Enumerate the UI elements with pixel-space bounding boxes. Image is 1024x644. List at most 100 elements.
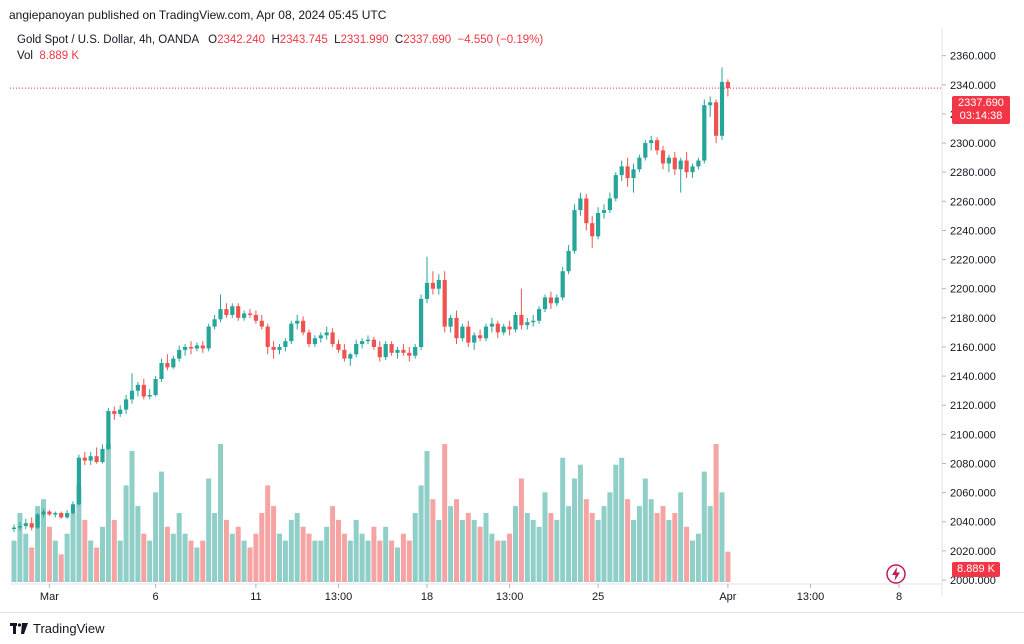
- candle-body: [82, 457, 87, 461]
- candle-body: [330, 332, 335, 345]
- price-tick-label: 2020.000: [950, 546, 996, 558]
- volume-bar: [719, 492, 725, 582]
- volume-bar: [583, 499, 589, 582]
- last-price-value: 2337.690: [958, 97, 1004, 109]
- price-tick-label: 2240.000: [950, 225, 996, 237]
- volume-bar: [312, 540, 318, 582]
- volume-bar: [294, 513, 300, 582]
- price-tick-label: 2260.000: [950, 196, 996, 208]
- volume-bar: [507, 533, 513, 582]
- candle-body: [625, 166, 630, 179]
- candle-body: [224, 309, 229, 315]
- volume-bar: [153, 492, 159, 582]
- candle-body: [643, 143, 648, 158]
- candle-body: [395, 349, 400, 353]
- symbol-name: Gold Spot / U.S. Dollar, 4h, OANDA: [17, 34, 199, 46]
- price-chart[interactable]: 2000.000 2020.000 2040.000 2060.000 2080.000…: [0, 28, 1024, 612]
- candle-body: [696, 160, 701, 167]
- volume-bar: [625, 499, 631, 582]
- volume-bar: [471, 519, 477, 582]
- close-value: 2337.690: [403, 34, 452, 46]
- candle-body: [513, 314, 518, 330]
- volume-bar: [288, 519, 294, 582]
- candle-body: [719, 81, 725, 136]
- candle-body: [129, 390, 135, 400]
- candle-body: [360, 341, 365, 345]
- volume-bar: [353, 519, 359, 582]
- volume-bar: [695, 533, 701, 582]
- candle-body: [236, 306, 241, 318]
- candle-body: [714, 102, 719, 136]
- tradingview-brand: TradingView: [33, 621, 105, 636]
- candle-body: [519, 314, 524, 326]
- volume-bar: [206, 478, 212, 582]
- volume-bar: [111, 519, 117, 582]
- volume-bar: [430, 499, 436, 582]
- candle-body: [548, 297, 553, 304]
- candle-body: [383, 344, 388, 358]
- volume-bar: [619, 457, 625, 582]
- time-tick-label: 11: [250, 591, 261, 603]
- legend-row-ohlc: Gold Spot / U.S. Dollar, 4h, OANDA O2342…: [17, 32, 543, 48]
- lightning-icon[interactable]: [885, 563, 907, 585]
- close-label: C: [394, 34, 404, 46]
- volume-bar: [542, 492, 548, 582]
- volume-bar: [123, 485, 129, 582]
- candle-body: [165, 362, 170, 368]
- candle-body: [342, 349, 347, 359]
- volume-bar: [318, 540, 324, 582]
- candle-body: [430, 282, 435, 289]
- volume-bar: [52, 540, 58, 582]
- volume-bar: [265, 485, 271, 582]
- volume-bar: [518, 478, 524, 582]
- footer: TradingView: [0, 612, 1024, 644]
- candle-body: [35, 514, 40, 528]
- volume-bar: [330, 506, 336, 582]
- candle-body: [17, 526, 22, 528]
- volume-bar: [17, 513, 23, 582]
- volume-bar: [678, 492, 684, 582]
- price-tick-label: 2280.000: [950, 167, 996, 179]
- candle-body: [23, 523, 28, 527]
- candle-body: [106, 411, 111, 449]
- top-bar: angiepanoyan published on TradingView.co…: [0, 0, 1024, 30]
- candle-body: [118, 409, 123, 414]
- volume-bar: [566, 506, 572, 582]
- candle-body: [171, 358, 176, 368]
- low-value: 2331.990: [340, 34, 389, 46]
- bar-countdown: 03:14:38: [959, 110, 1003, 122]
- volume-bar: [383, 526, 389, 582]
- candle-body: [419, 298, 424, 347]
- volume-bar: [271, 506, 277, 582]
- candle-body: [601, 210, 607, 213]
- volume-bar: [690, 540, 695, 582]
- publisher-line: angiepanoyan published on TradingView.co…: [9, 8, 387, 22]
- volume-bar: [536, 526, 542, 582]
- candle-body: [596, 212, 601, 237]
- volume-bar: [241, 540, 247, 582]
- candle-body: [631, 169, 636, 179]
- candle-body: [678, 160, 683, 170]
- volume-bar: [577, 464, 583, 582]
- candle-body: [666, 157, 671, 164]
- volume-bar: [666, 519, 672, 582]
- candle-body: [501, 326, 506, 333]
- open-value: 2342.240: [217, 34, 266, 46]
- candle-body: [377, 346, 382, 358]
- candle-body: [607, 198, 612, 211]
- time-tick-label: Mar: [40, 591, 59, 603]
- volume-bar: [412, 513, 418, 582]
- volume-bar: [725, 551, 731, 582]
- tradingview-logo[interactable]: TradingView: [10, 621, 105, 636]
- volume-bar: [347, 540, 353, 582]
- volume-bar: [713, 444, 719, 582]
- volume-bar: [82, 519, 88, 582]
- candle-body: [65, 513, 70, 518]
- volume-bar: [306, 533, 312, 582]
- volume-bar: [105, 444, 111, 582]
- volume-bar: [554, 519, 560, 582]
- candle-body: [159, 362, 164, 380]
- volume-bar: [235, 526, 241, 582]
- candle-body: [495, 323, 500, 333]
- volume-bar: [572, 478, 577, 582]
